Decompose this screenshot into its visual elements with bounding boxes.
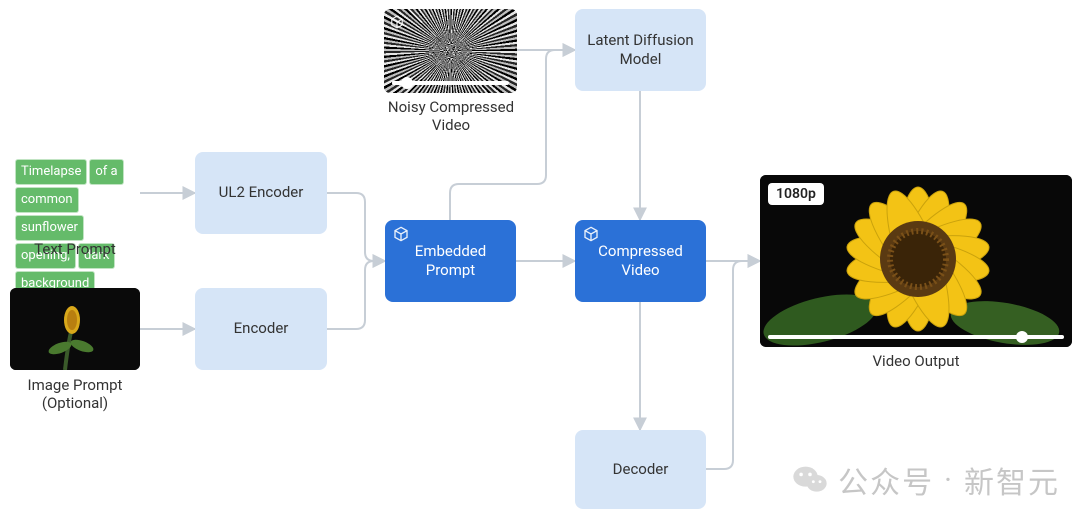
decoder-label: Decoder [613, 460, 669, 480]
video-output-caption: Video Output [760, 352, 1072, 370]
encoder-node: Encoder [195, 288, 327, 370]
compressed-video-label: Compressed Video [598, 242, 683, 281]
noisy-video-thumbnail [384, 9, 517, 93]
wechat-icon [790, 460, 830, 500]
compressed-video-node: Compressed Video [575, 220, 706, 302]
embedded-prompt-node: Embedded Prompt [385, 220, 516, 302]
decoder-node: Decoder [575, 430, 706, 509]
cube-icon [583, 226, 599, 242]
cube-icon [390, 15, 404, 29]
image-prompt-caption: Image Prompt (Optional) [10, 376, 140, 412]
watermark-prefix: 公众号 [838, 458, 934, 502]
latent-diffusion-label: Latent Diffusion Model [587, 31, 693, 70]
ul2-encoder-node: UL2 Encoder [195, 152, 327, 234]
watermark-suffix: 新智元 [964, 458, 1060, 502]
text-prompt-caption: Text Prompt [10, 240, 140, 258]
prompt-token: Timelapse [15, 159, 87, 185]
image-prompt-thumbnail [10, 288, 140, 370]
text-prompt-box: Timelapseof acommonsunfloweropening,dark… [10, 152, 140, 302]
video-output-thumbnail: 1080p [760, 175, 1072, 347]
ul2-encoder-label: UL2 Encoder [219, 183, 304, 203]
noisy-video-caption: Noisy Compressed Video [360, 98, 542, 134]
watermark-separator: · [944, 463, 954, 498]
resolution-badge: 1080p [768, 183, 824, 205]
prompt-token: of a [89, 159, 123, 185]
latent-diffusion-node: Latent Diffusion Model [575, 9, 706, 91]
prompt-token: sunflower [15, 215, 84, 241]
encoder-label: Encoder [234, 319, 289, 339]
embedded-prompt-label: Embedded Prompt [415, 242, 486, 281]
watermark: 公众号 · 新智元 [790, 458, 1060, 502]
cube-icon [393, 226, 409, 242]
prompt-token: common [15, 187, 79, 213]
